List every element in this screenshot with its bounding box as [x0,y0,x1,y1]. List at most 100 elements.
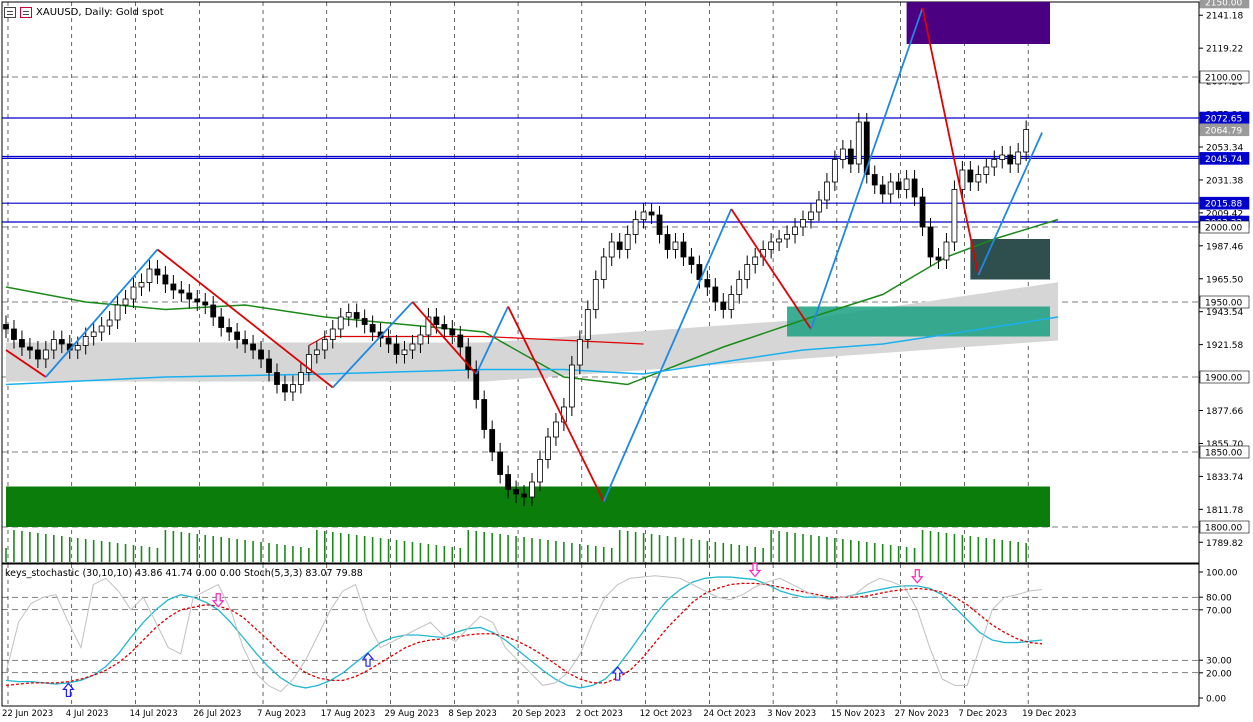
candle-body [744,264,751,280]
date-label: 7 Aug 2023 [257,709,306,719]
price-tick-label: 2009.42 [1206,209,1243,219]
candle-body [553,421,559,438]
sell-arrow-icon [211,593,225,608]
candle-body [911,178,918,198]
chart-icon[interactable] [4,6,16,18]
zigzag-segment [156,248,334,389]
candle-body [728,294,735,310]
candle-body [74,345,81,351]
price-label-box [1199,0,1250,9]
date-label: 14 Jul 2023 [130,709,178,719]
zigzag-segment [475,306,509,375]
candle-body [584,309,591,340]
zigzag-segment [921,7,980,276]
candle-body [250,343,256,351]
candle-body [887,181,894,195]
candle-body [680,241,687,258]
candle-body [879,184,886,195]
candle-body [385,337,392,345]
price-tick-label: 1987.46 [1206,242,1243,252]
candle-body [489,429,496,453]
candle-body [505,474,512,490]
candle-body [624,234,631,250]
candle-body [210,304,217,318]
price-label-box [1199,445,1250,459]
candle-body [138,282,145,288]
candle-body [266,358,272,373]
zigzag-segment [411,301,477,375]
candle-body [871,174,878,186]
price-pane [1,1,1200,564]
price-label-box [1199,152,1250,165]
stoch-signal-line [5,582,1043,687]
candle-body [441,324,448,330]
stoch-tick-label: 100.00 [1206,569,1238,579]
price-label: 1850.00 [1205,449,1242,459]
candle-body [943,241,950,261]
candle-body [975,174,982,183]
candle-body [776,238,782,243]
candle-body [290,384,296,393]
price-label-box [1199,520,1250,534]
price-tick-label: 1921.58 [1206,341,1243,351]
candle-body [927,226,934,258]
date-label: 17 Aug 2023 [321,709,375,719]
date-label: 19 Dec 2023 [1022,709,1076,719]
candle-body [465,346,472,370]
candle-body [186,292,193,300]
candle-body [481,399,488,430]
candle-body [114,304,121,321]
date-label: 24 Oct 2023 [703,709,756,719]
candle-body [967,169,974,183]
candle-body [178,289,185,294]
candle-body [130,286,137,300]
candle-body [417,334,424,345]
chart-title: XAUUSD, Daily: Gold spot [36,6,164,18]
price-label: 2150.00 [1205,0,1242,9]
candle-body [704,279,711,288]
candle-body [457,334,464,348]
candle-body [449,328,456,336]
candle-body [824,181,830,201]
price-label: 2072.65 [1205,115,1242,125]
stochastic-pane [1,563,1200,707]
candle-body [218,316,225,328]
stoch-main-line [5,576,1043,689]
candle-body [831,159,838,183]
zigzag-segment [730,208,812,330]
candle-body [855,121,862,165]
candle-body [839,148,846,160]
candle-body [27,346,33,351]
candle-body [433,316,440,325]
candle-body [736,279,743,295]
candle-body [194,298,201,303]
date-label: 2 Oct 2023 [576,709,623,719]
price-tick-label: 1965.50 [1206,275,1243,285]
candle-body [393,343,400,355]
candle-body [50,339,57,351]
date-label: 7 Dec 2023 [958,709,1007,719]
stoch-tick-label: 20.00 [1206,669,1232,679]
stoch-tick-label: 30.00 [1206,657,1232,667]
candle-body [313,349,320,355]
candle-body [274,372,280,385]
candle-body [720,301,727,310]
price-tick-label: 2141.18 [1206,12,1243,22]
price-tick-label: 1811.78 [1206,506,1243,516]
candle-body [321,339,328,351]
candle-body [521,493,527,498]
candle-body [648,211,655,216]
candle-body [122,298,129,306]
candle-body [688,256,695,265]
demand-zone-dark [970,239,1050,280]
price-tick-label: 1833.74 [1206,473,1243,483]
candle-body [170,283,177,291]
sell-arrow-icon [748,562,762,578]
candle-body [983,166,990,175]
candle-body [425,316,432,336]
candle-body [616,241,623,250]
candle-body [297,372,304,385]
tools-icon[interactable] [20,6,32,18]
date-label: 22 Jun 2023 [2,709,53,719]
date-label: 26 Jul 2023 [193,709,241,719]
